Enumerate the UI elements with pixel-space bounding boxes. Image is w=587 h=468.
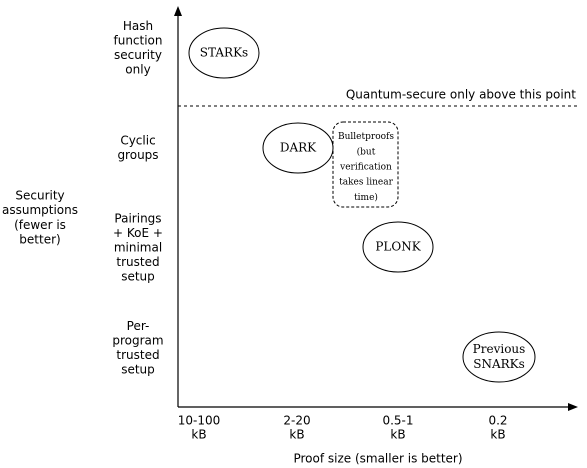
y-level-label: Pairings	[114, 212, 161, 226]
node-label: PLONK	[375, 240, 421, 254]
y-level-label: setup	[121, 362, 155, 376]
y-level-label: trusted	[116, 348, 159, 362]
y-level-label: function	[113, 33, 162, 47]
x-arrow	[568, 403, 578, 411]
y-level-label: Per-	[127, 319, 150, 333]
x-level-label: 0.5-1	[382, 414, 413, 428]
node-label: Bulletproofs	[338, 132, 394, 142]
y-level-label: setup	[121, 270, 155, 284]
x-level-label: kB	[490, 428, 505, 442]
node-shape	[332, 121, 399, 208]
y-level-label: security	[114, 48, 162, 62]
x-level-label: kB	[191, 428, 206, 442]
node-shape	[188, 27, 260, 79]
y-level-label: Hash	[123, 19, 153, 33]
node-label: DARK	[280, 141, 317, 155]
x-level-label: 2-20	[283, 414, 310, 428]
y-level-label: Cyclic	[120, 133, 155, 147]
node-label: SNARKs	[473, 357, 525, 371]
x-level-label: kB	[390, 428, 405, 442]
node-label: takes linear	[339, 178, 393, 188]
node-label: (but	[357, 146, 376, 157]
node-shape	[362, 221, 434, 273]
node-label: verification	[339, 163, 392, 173]
y-level-label: trusted	[116, 255, 159, 269]
x-level-label: kB	[289, 428, 304, 442]
y-level-label: only	[125, 62, 150, 76]
y-level-label: program	[112, 333, 163, 347]
y-axis-title: Security	[15, 188, 64, 202]
y-axis-title: better)	[19, 233, 60, 247]
axes	[177, 12, 572, 408]
x-axis-title: Proof size (smaller is better)	[293, 452, 462, 466]
node-label: STARKs	[200, 46, 248, 60]
x-level-label: 10-100	[178, 414, 221, 428]
y-axis-title: (fewer is	[14, 218, 66, 232]
node-label: Previous	[473, 342, 526, 356]
y-level-label: + KoE +	[113, 226, 163, 240]
threshold-label: Quantum-secure only above this point	[346, 88, 576, 102]
x-level-label: 0.2	[488, 414, 507, 428]
y-level-label: groups	[117, 148, 158, 162]
node-label: time)	[354, 192, 378, 203]
y-level-label: minimal	[114, 241, 162, 255]
y-arrow	[174, 6, 182, 16]
node-shape	[462, 331, 536, 383]
y-axis-title: assumptions	[2, 203, 78, 217]
